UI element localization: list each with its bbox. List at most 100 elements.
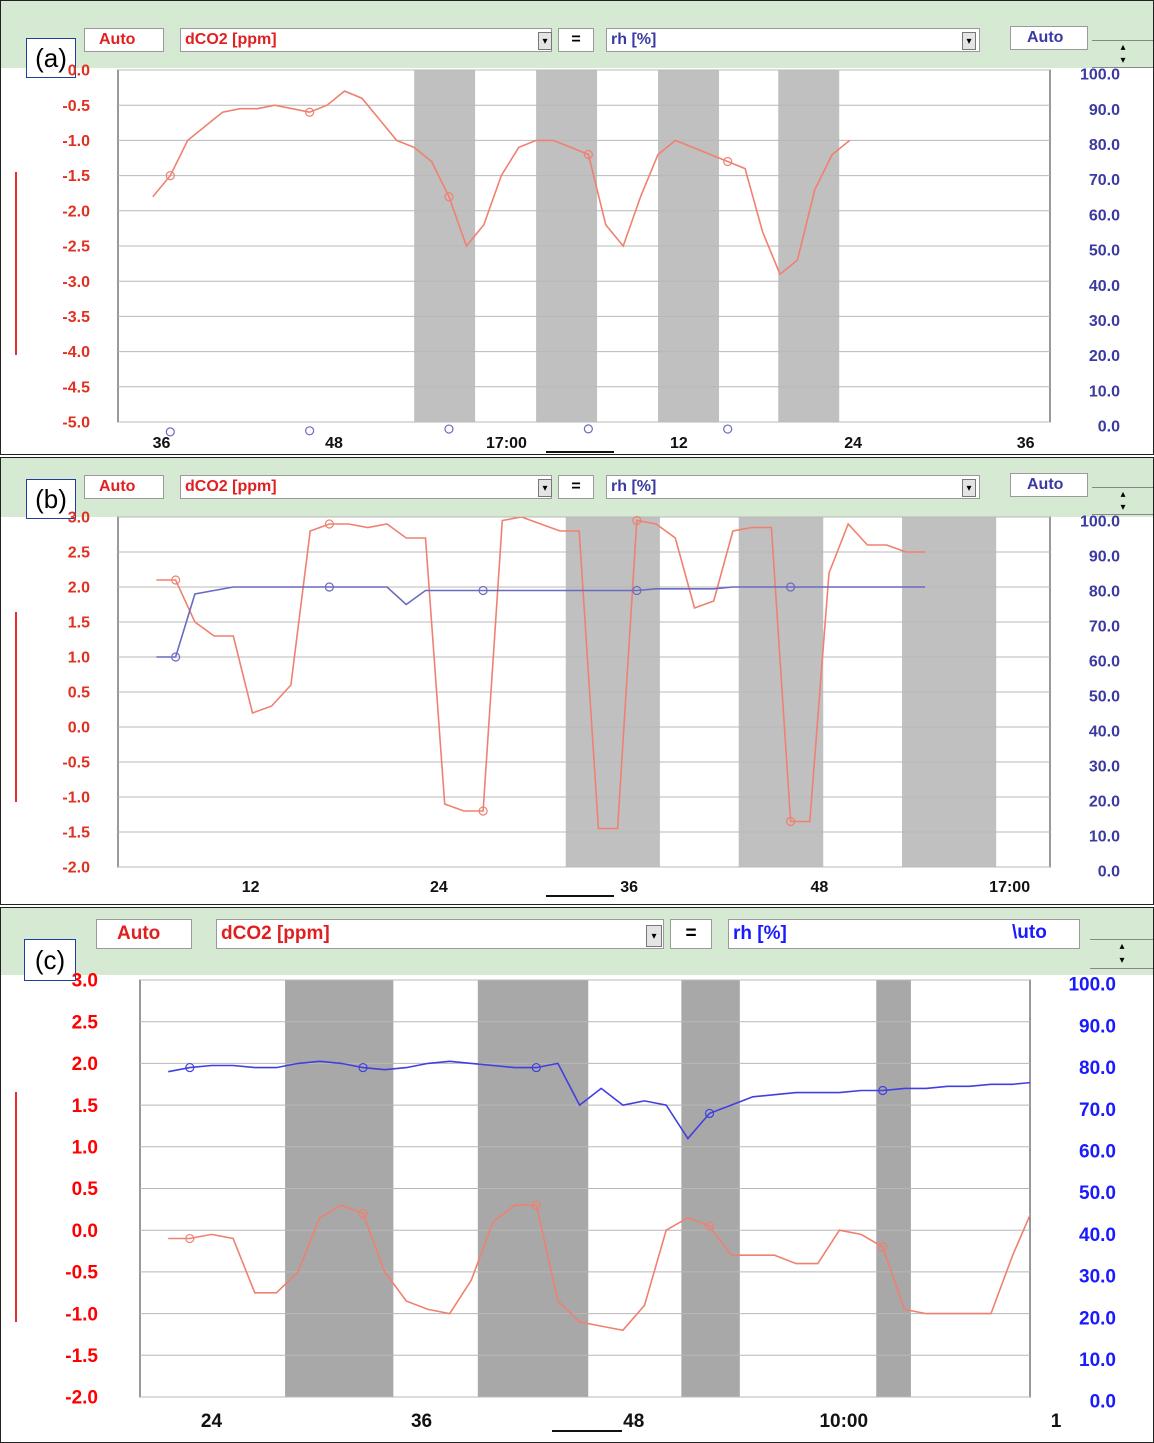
chart-a: 0.0 -0.5 -1.0 -1.5 -2.0 -2.5 -3.0 -3.5 -4.0 -4.5 -… (15, 63, 1120, 453)
right-scale-mode[interactable]: Auto (1010, 26, 1088, 50)
left-axis-tick-label: 1.5 (72, 1096, 99, 1117)
co2-series-line (152, 90, 851, 276)
x-tick-label: 12 (242, 879, 260, 896)
x-tick-label: 48 (325, 435, 343, 452)
rh-data-point (171, 652, 181, 662)
right-channel-dropdown-arrow[interactable]: ▾ (962, 479, 976, 497)
co2-data-point (305, 107, 315, 117)
right-axis-tick-label: 60.0 (1079, 1141, 1116, 1162)
right-channel-select[interactable]: rh [%] (606, 475, 980, 499)
right-axis-tick-label: 80.0 (1089, 584, 1120, 601)
left-axis-tick-label: -1.0 (65, 1304, 98, 1325)
x-tick-label: 36 (411, 1411, 432, 1432)
left-channel-select[interactable]: dCO2 [ppm] (216, 919, 664, 949)
left-axis-tick-label: -1.5 (62, 825, 90, 842)
left-axis-tick-label: -1.5 (62, 168, 90, 185)
x-tick-label: 17:00 (989, 879, 1030, 896)
left-axis-tick-label: 3.0 (68, 510, 90, 527)
zoom-spinner[interactable]: ▴ ▾ (1092, 40, 1154, 68)
right-axis-tick-label: 10.0 (1089, 383, 1120, 400)
right-axis-tick-label: 70.0 (1089, 619, 1120, 636)
left-axis-tick-label: -3.5 (62, 309, 90, 326)
right-axis-tick-label: 0.0 (1098, 419, 1120, 436)
left-axis-tick-label: -2.0 (62, 203, 90, 220)
x-tick-label: 36 (620, 879, 638, 896)
right-channel-select[interactable]: rh [%] (728, 919, 1080, 949)
left-axis-tick-label: 2.5 (72, 1012, 99, 1033)
panel-a: (a) Auto dCO2 [ppm] ▾ = rh [%] ▾ Auto ▴ ▾… (0, 0, 1154, 455)
right-axis-tick-label: 10.0 (1079, 1350, 1116, 1371)
left-axis-tick-label: 3.0 (72, 971, 98, 992)
rh-data-point (444, 424, 454, 434)
right-axis-tick-label: 20.0 (1089, 794, 1120, 811)
rh-data-point (723, 424, 733, 434)
right-scale-mode[interactable]: \uto (1012, 922, 1047, 943)
left-axis-tick-label: -5.0 (62, 415, 90, 432)
right-axis-tick-label: 90.0 (1089, 102, 1120, 119)
right-channel-select[interactable]: rh [%] (606, 28, 980, 52)
rh-data-point (531, 1062, 541, 1073)
co2-series-line (168, 1204, 1030, 1332)
left-axis-tick-label: 1.0 (68, 650, 90, 667)
rh-data-point (583, 424, 593, 434)
left-scale-mode[interactable]: Auto (84, 475, 164, 499)
rh-data-point (358, 1062, 368, 1073)
left-axis-tick-label: 0.0 (68, 63, 90, 80)
equals-button[interactable]: = (670, 919, 712, 949)
left-axis-tick-label: 2.0 (68, 580, 90, 597)
right-axis-tick-label: 100.0 (1080, 514, 1120, 531)
left-axis-tick-label: -2.0 (62, 860, 90, 877)
zoom-spinner[interactable]: ▴ ▾ (1090, 939, 1154, 969)
x-tick-label: 17:00 (486, 435, 527, 452)
left-channel-dropdown-arrow[interactable]: ▾ (538, 479, 552, 497)
left-channel-dropdown-arrow[interactable]: ▾ (646, 925, 662, 947)
right-axis-tick-label: 30.0 (1089, 313, 1120, 330)
right-axis-tick-label: 40.0 (1089, 724, 1120, 741)
equals-button[interactable]: = (558, 28, 594, 52)
rh-data-point (324, 582, 334, 592)
co2-data-point (632, 515, 642, 526)
rh-data-point (878, 1085, 888, 1096)
right-axis-tick-label: 10.0 (1089, 829, 1120, 846)
x-tick-label: 36 (153, 435, 171, 452)
right-scale-mode[interactable]: Auto (1010, 473, 1088, 497)
left-axis-tick-label: 0.5 (72, 1179, 99, 1200)
equals-button[interactable]: = (558, 475, 594, 499)
right-channel-dropdown-arrow[interactable]: ▾ (962, 32, 976, 50)
left-axis-tick-label: 0.0 (72, 1221, 98, 1242)
chart-c: 3.0 2.5 2.0 1.5 1.0 0.5 0.0 -0.5 -1.0 -1.5 -2.0 100… (15, 971, 1116, 1432)
right-axis-tick-label: 90.0 (1089, 549, 1120, 566)
left-channel-dropdown-arrow[interactable]: ▾ (538, 32, 552, 50)
panel-tag: (a) (26, 38, 76, 78)
x-tick-label: 36 (1017, 435, 1035, 452)
right-axis-tick-label: 80.0 (1089, 137, 1120, 154)
right-axis-tick-label: 50.0 (1089, 243, 1120, 260)
right-axis-tick-label: 90.0 (1079, 1016, 1116, 1037)
co2-series-line (156, 517, 926, 830)
left-channel-select[interactable]: dCO2 [ppm] (180, 475, 552, 499)
x-tick-label: 48 (811, 879, 829, 896)
co2-data-point (444, 192, 454, 202)
left-scale-mode[interactable]: Auto (96, 919, 192, 949)
left-axis-tick-label: -0.5 (62, 98, 90, 115)
zoom-spinner[interactable]: ▴ ▾ (1092, 487, 1154, 515)
left-axis-tick-label: -4.0 (62, 344, 90, 361)
left-channel-select[interactable]: dCO2 [ppm] (180, 28, 552, 52)
right-axis-tick-label: 80.0 (1079, 1058, 1116, 1079)
left-axis-tick-label: -2.5 (62, 239, 90, 256)
rh-data-point (305, 426, 315, 436)
right-axis-tick-label: 50.0 (1079, 1183, 1116, 1204)
panel-c: (c) Auto dCO2 [ppm] ▾ = rh [%] \uto ▴ ▾ 3… (0, 907, 1154, 1443)
left-axis-tick-label: -3.0 (62, 274, 90, 291)
right-axis-tick-label: 60.0 (1089, 207, 1120, 224)
left-axis-tick-label: 1.5 (68, 615, 90, 632)
left-scale-mode[interactable]: Auto (84, 28, 164, 52)
right-axis-tick-label: 60.0 (1089, 654, 1120, 671)
x-tick-label: 12 (670, 435, 688, 452)
left-axis-tick-label: 0.0 (68, 720, 90, 737)
co2-data-point (531, 1200, 541, 1210)
x-tick-label: 10:00 (819, 1411, 868, 1432)
right-axis-tick-label: 50.0 (1089, 689, 1120, 706)
left-axis-tick-label: -2.0 (65, 1388, 98, 1409)
panel-tag: (b) (26, 479, 76, 519)
